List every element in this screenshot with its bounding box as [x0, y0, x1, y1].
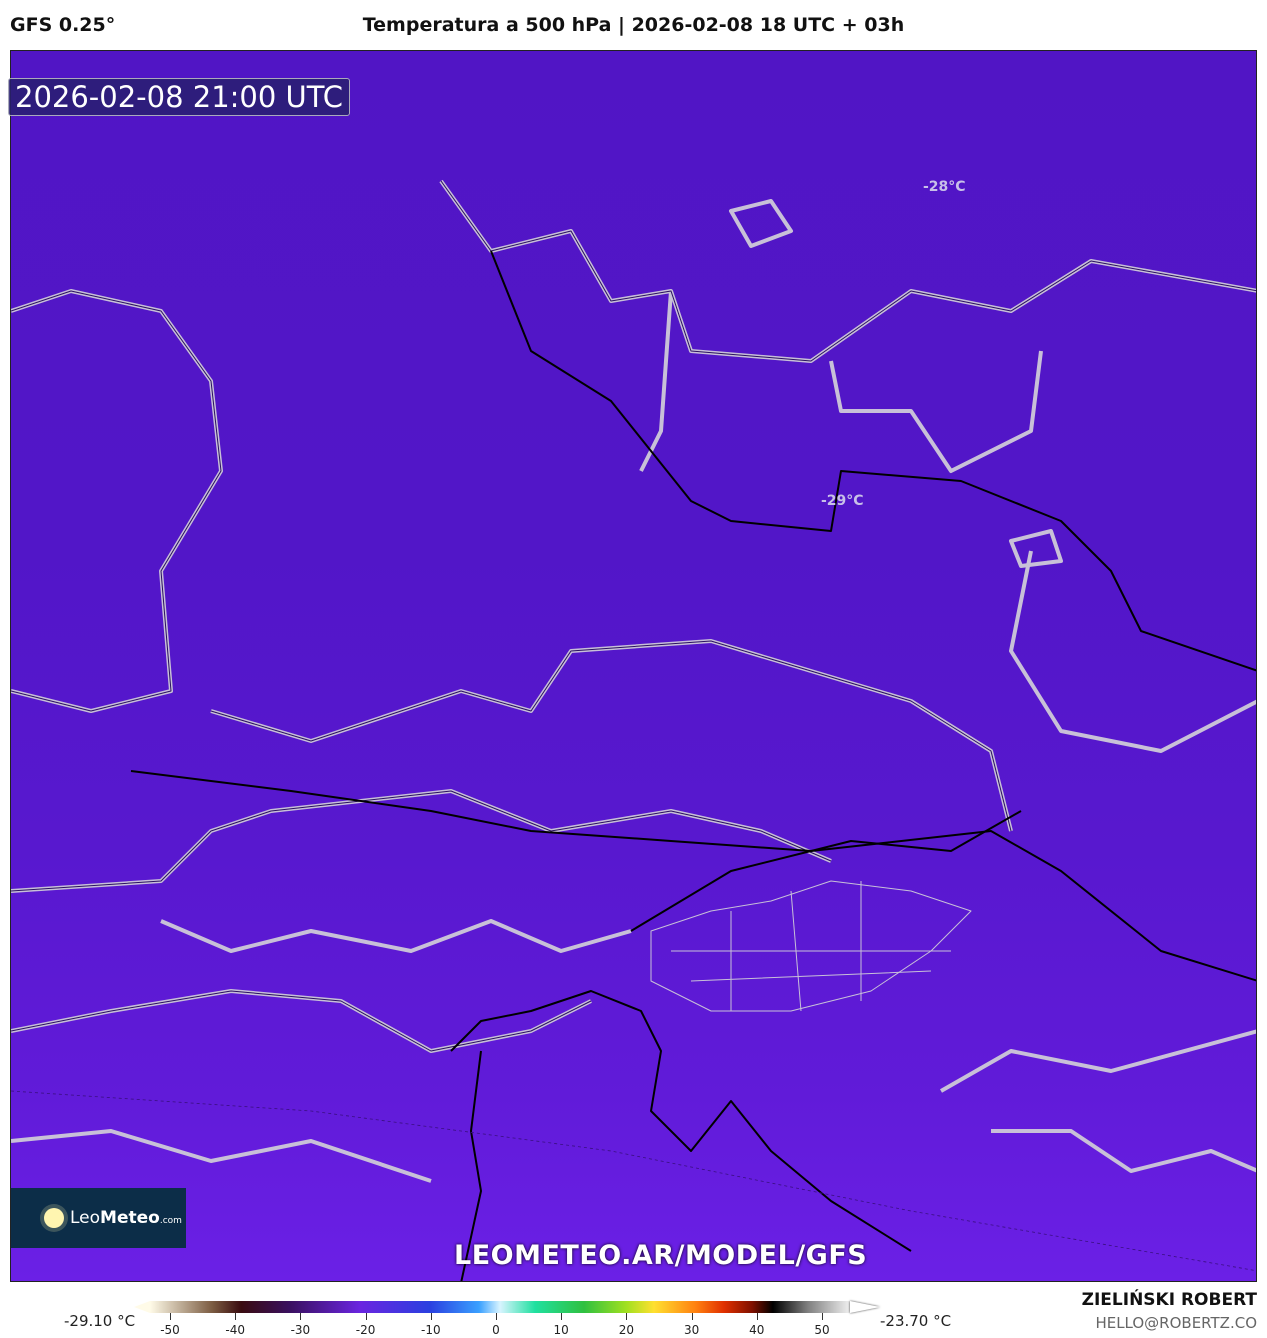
author-name: ZIELIŃSKI ROBERT: [1081, 1290, 1257, 1310]
colorbar-tick-mark: [561, 1313, 563, 1320]
colorbar: [150, 1301, 850, 1313]
temperature-map[interactable]: -28°C -29°C: [10, 50, 1257, 1282]
sun-icon: [44, 1208, 64, 1228]
colorbar-right-arrow: [850, 1301, 880, 1313]
colorbar-tick-mark: [496, 1313, 497, 1320]
author-email[interactable]: HELLO@ROBERTZ.CO: [1095, 1314, 1257, 1332]
colorbar-tick-label: -50: [160, 1323, 180, 1337]
country-borders: [11, 179, 1256, 1281]
map-title: Temperatura a 500 hPa | 2026-02-08 18 UT…: [362, 14, 905, 36]
colorbar-tick-mark: [822, 1313, 823, 1320]
colorbar-tick-mark: [235, 1313, 237, 1320]
colorbar-tick-mark: [626, 1313, 628, 1320]
colorbar-tick-label: -10: [420, 1323, 441, 1337]
colorbar-tick-label: -20: [355, 1323, 376, 1337]
site-watermark: LEOMETEO.AR/MODEL/GFS: [454, 1240, 868, 1271]
colorbar-tick-label: -40: [225, 1323, 245, 1337]
colorbar-tick-mark: [756, 1313, 758, 1320]
colorbar-tick-mark: [430, 1313, 432, 1320]
colorbar-tick-mark: [170, 1313, 171, 1320]
valid-time-badge: 2026-02-08 21:00 UTC: [8, 78, 351, 116]
colorbar-tick-label: -30: [290, 1323, 311, 1337]
leometeo-logo[interactable]: LeoMeteo.com: [11, 1188, 186, 1248]
colorbar-tick-mark: [300, 1313, 302, 1320]
colorbar-tick-label: 40: [749, 1323, 765, 1337]
colorbar-tick-mark: [691, 1313, 693, 1320]
colorbar-tick-label: 0: [492, 1323, 500, 1337]
colorbar-tick-label: 20: [618, 1323, 635, 1337]
model-label: GFS 0.25°: [10, 14, 116, 36]
colorbar-left-arrow: [134, 1301, 150, 1313]
colorbar-min-label: -29.10 °C: [64, 1312, 136, 1330]
contour-label: -28°C: [923, 179, 966, 195]
colorbar-tick-mark: [365, 1313, 367, 1320]
contour-label: -29°C: [821, 493, 864, 509]
colorbar-tick-label: 30: [683, 1323, 700, 1337]
colorbar-tick-label: 50: [814, 1323, 830, 1337]
logo-text: LeoMeteo.com: [70, 1208, 182, 1228]
colorbar-tick-label: 10: [553, 1323, 569, 1337]
colorbar-max-label: -23.70 °C: [880, 1312, 952, 1330]
